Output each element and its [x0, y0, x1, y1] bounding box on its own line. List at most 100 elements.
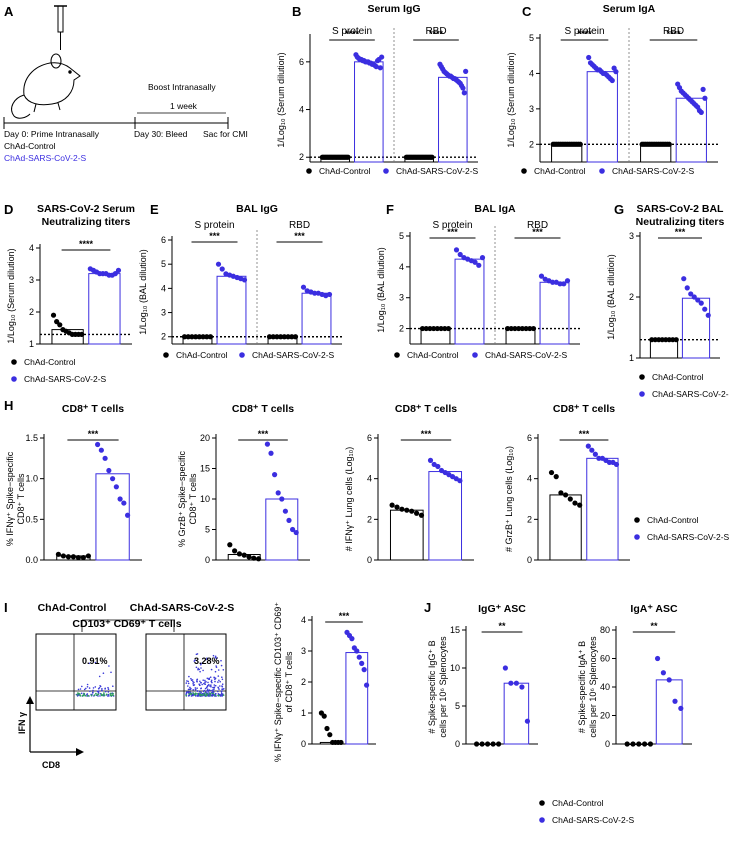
legend-marker: [639, 391, 645, 397]
vaccine-point: [115, 267, 122, 273]
vaccine-point: [550, 279, 556, 285]
vaccine-point: [98, 447, 104, 453]
control-point: [429, 154, 435, 160]
vaccine-point: [282, 508, 288, 514]
vaccine-point: [698, 300, 704, 306]
panel-i-flow: I ChAd-Control ChAd-SARS-CoV-2-S CD103⁺ …: [4, 600, 234, 770]
control-bar: [649, 339, 679, 359]
control-point: [519, 325, 525, 332]
vaccine-point: [684, 285, 690, 291]
vaccine-point: [349, 636, 355, 642]
vaccine-point: [453, 247, 460, 253]
vaccine-point: [479, 255, 486, 261]
flow-event-dot: [188, 693, 191, 695]
day30-label: Day 30: Bleed: [134, 129, 188, 139]
control-point: [530, 325, 537, 332]
chart-title: BAL IgA: [474, 203, 516, 215]
flow-event-dot: [215, 665, 217, 667]
vaccine-point: [609, 77, 615, 84]
chart-title: Neutralizing titers: [636, 216, 725, 228]
flow-event-dot: [83, 692, 86, 695]
flow-event-dot: [197, 668, 199, 671]
chart-e: E BAL IgG 2 3 4 5 6 1/Log₁₀ (BAL dilution) S pro…: [138, 202, 342, 360]
boost-label: Boost Intranasally: [148, 82, 216, 92]
control-point: [572, 500, 578, 506]
flow-event-dot: [107, 693, 110, 696]
flow-event-dot: [204, 683, 206, 685]
control-point: [423, 325, 429, 332]
flow-event-dot: [107, 691, 110, 693]
significance-label: ****: [79, 239, 94, 249]
chart-title: IgA⁺ ASC: [630, 603, 678, 615]
vaccine-group-label: ChAd-SARS-CoV-2-S: [4, 153, 87, 163]
panel-letter-c: C: [522, 4, 532, 19]
chart-h2: CD8⁺ T cells 0 5 10 15 20 % GrzB⁺ Spike−specif…: [177, 403, 310, 565]
vaccine-point: [472, 259, 478, 265]
flow-event-dot: [76, 694, 79, 696]
flow-event-dot: [221, 678, 224, 681]
flow-event-dot: [206, 685, 209, 687]
control-point: [630, 741, 636, 747]
flow-x-axis-label: CD8: [42, 760, 60, 770]
control-point: [185, 334, 191, 340]
vaccine-bar: [586, 457, 619, 561]
vaccine-point: [286, 517, 292, 523]
y-axis-label: 1/Log₁₀ (BAL dilution): [606, 254, 616, 340]
flow-event-dot: [187, 682, 190, 685]
flow-event-dot: [81, 685, 83, 688]
flow-event-dot: [209, 676, 212, 678]
flow-event-dot: [199, 680, 201, 683]
control-point: [642, 741, 648, 747]
legend-marker: [539, 800, 545, 806]
flow-event-dot: [96, 694, 99, 696]
y-tick-label: 3: [399, 293, 404, 303]
vaccine-point: [427, 457, 434, 463]
control-bar: [640, 143, 672, 163]
panel-letter-f: F: [386, 202, 394, 217]
flow-event-dot: [221, 685, 224, 688]
control-point: [548, 469, 555, 476]
y-tick-label: 0: [455, 739, 460, 749]
control-point: [79, 331, 85, 337]
y-tick-label: 15: [200, 464, 210, 474]
control-point: [227, 542, 233, 548]
vaccine-point: [361, 667, 367, 673]
flow-event-dot: [220, 692, 223, 695]
y-tick-label: 2: [629, 292, 634, 302]
vaccine-point: [476, 262, 482, 268]
flow-event-dot: [210, 686, 212, 688]
flow-event-dot: [79, 694, 82, 697]
y-axis-label: 1/Log₁₀ (BAL dilution): [376, 247, 386, 333]
flow-event-dot: [204, 679, 206, 682]
control-point: [281, 334, 287, 340]
control-point: [181, 334, 188, 340]
panel-letter-h: H: [4, 398, 13, 413]
significance-label: ****: [577, 29, 592, 39]
y-tick-label: 40: [600, 682, 610, 692]
chart-title: CD8⁺ T cells: [62, 403, 124, 415]
chart-title: IgG⁺ ASC: [478, 603, 526, 615]
vaccine-point: [279, 496, 285, 502]
flow-event-dot: [200, 667, 202, 669]
significance-label: ***: [447, 227, 458, 237]
flow-event-dot: [100, 693, 103, 696]
control-point: [55, 551, 62, 557]
vaccine-point: [112, 271, 118, 277]
control-point: [496, 741, 502, 747]
y-tick-label: 10: [200, 494, 210, 504]
flow-event-dot: [217, 681, 219, 683]
flow-axis-arrows: IFN γ CD8: [17, 696, 84, 770]
flow-event-dot: [210, 689, 212, 692]
control-point: [285, 334, 291, 340]
control-point: [270, 334, 276, 340]
flow-event-dot: [194, 688, 197, 691]
flow-event-dot: [198, 684, 201, 686]
flow-event-dot: [112, 685, 114, 687]
flow-event-dot: [221, 676, 223, 678]
group-label: RBD: [527, 220, 548, 231]
flow-event-dot: [206, 677, 209, 680]
flow-event-dot: [98, 675, 101, 678]
control-point: [445, 325, 452, 332]
flow-event-dot: [112, 694, 114, 697]
